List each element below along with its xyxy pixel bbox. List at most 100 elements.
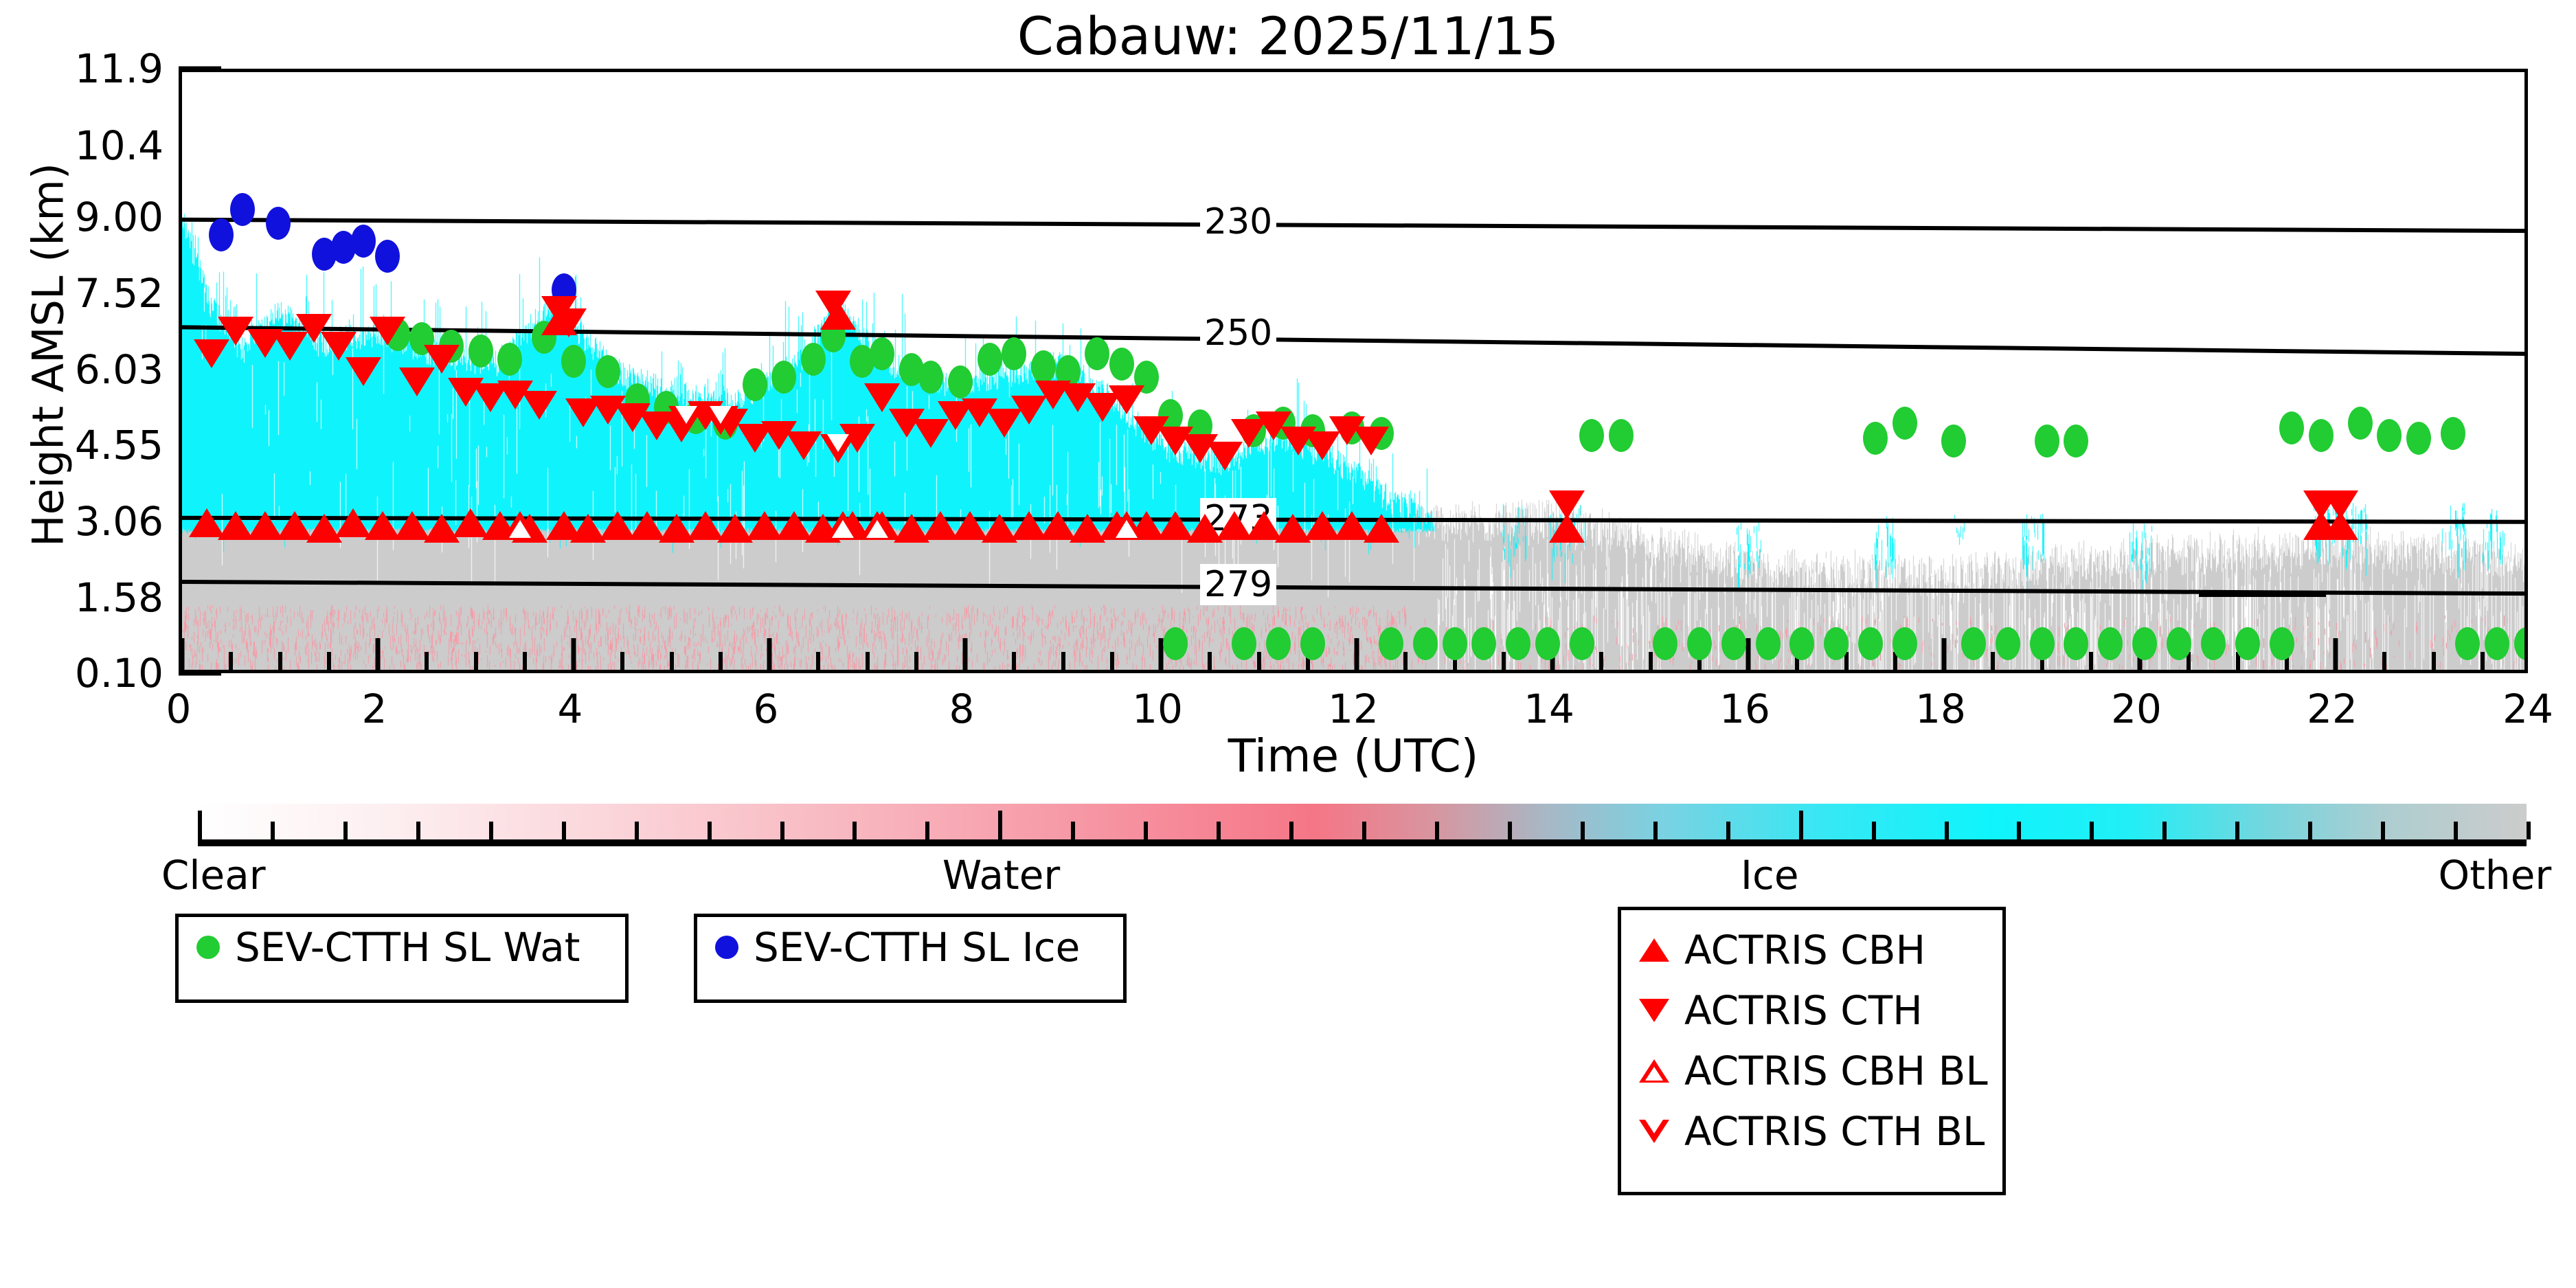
data-point-actris-cbh-bl xyxy=(859,511,895,540)
data-point-sev-ctth-sl-wat xyxy=(1378,626,1403,660)
x-axis-tick-label: 6 xyxy=(753,686,779,732)
y-axis-tick-label: 6.03 xyxy=(74,346,163,393)
x-axis-minor-tick xyxy=(2235,652,2240,670)
isotherm-label: 279 xyxy=(1200,563,1277,605)
x-axis-minor-tick xyxy=(1501,652,1506,670)
colorbar-tick xyxy=(2308,822,2313,839)
x-axis-tick-mark xyxy=(1354,638,1359,670)
blue-circle-icon xyxy=(715,936,738,959)
legend-sev-ctth-sl-ice[interactable]: SEV-CTTH SL Ice xyxy=(694,914,1127,1003)
data-point-sev-ctth-sl-wat xyxy=(742,368,767,401)
x-axis-minor-tick xyxy=(1403,652,1408,670)
legend-item: SEV-CTTH SL Wat xyxy=(179,917,625,978)
data-point-sev-ctth-sl-wat xyxy=(1163,626,1188,660)
data-point-actris-cth xyxy=(321,331,357,361)
x-axis-minor-tick xyxy=(1599,652,1604,670)
data-point-actris-cth-bl xyxy=(820,434,856,464)
data-point-sev-ctth-sl-wat xyxy=(1721,626,1746,660)
colorbar-tick xyxy=(2162,822,2167,839)
x-axis-minor-tick xyxy=(2040,652,2044,670)
data-point-sev-ctth-sl-ice xyxy=(375,240,400,273)
colorbar-baseline xyxy=(198,839,2527,846)
data-point-sev-ctth-sl-wat xyxy=(1858,626,1884,660)
x-axis-minor-tick xyxy=(2480,652,2485,670)
data-point-actris-cth xyxy=(785,431,822,461)
data-point-sev-ctth-sl-wat xyxy=(1300,626,1325,660)
data-point-sev-ctth-sl-wat xyxy=(1686,626,1712,660)
colorbar-tick xyxy=(1289,822,1294,839)
x-axis-minor-tick xyxy=(425,652,429,670)
legend-sev-ctth-sl-wat[interactable]: SEV-CTTH SL Wat xyxy=(175,914,629,1003)
legend-actris[interactable]: ACTRIS CBH ACTRIS CTH ACTRIS CBH BL ACTR… xyxy=(1618,907,2006,1195)
colorbar-tick xyxy=(852,822,857,839)
data-point-sev-ctth-sl-wat xyxy=(1535,626,1560,660)
legend-label: SEV-CTTH SL Wat xyxy=(235,924,580,971)
y-axis-tick-label: 4.55 xyxy=(74,422,163,469)
y-axis-minor-tick xyxy=(179,671,202,675)
data-point-sev-ctth-sl-wat xyxy=(1961,626,1986,660)
data-point-sev-ctth-sl-wat xyxy=(595,355,620,389)
colorbar-tick xyxy=(2235,822,2240,839)
x-axis-tick-mark xyxy=(767,638,772,670)
colorbar-tick xyxy=(198,811,202,839)
triangle-down-outline-icon xyxy=(1639,1120,1669,1143)
data-point-sev-ctth-sl-wat xyxy=(1941,424,1967,457)
data-point-actris-cth xyxy=(345,357,381,387)
x-axis-minor-tick xyxy=(2431,652,2436,670)
colorbar-tick xyxy=(1580,822,1585,839)
data-point-sev-ctth-sl-wat xyxy=(2235,626,2260,660)
x-axis-tick-label: 12 xyxy=(1328,686,1379,732)
y-axis-tick-label: 9.00 xyxy=(74,194,163,241)
y-axis-tick-label: 11.9 xyxy=(74,45,163,92)
x-axis-minor-tick xyxy=(1109,652,1114,670)
x-axis-tick-mark xyxy=(962,638,968,670)
isotherm-230 xyxy=(182,217,2524,234)
data-point-actris-cth xyxy=(1353,426,1390,455)
x-axis-minor-tick xyxy=(473,652,478,670)
x-axis-minor-tick xyxy=(278,652,282,670)
x-axis-minor-tick xyxy=(1256,652,1261,670)
y-axis-tick-label: 10.4 xyxy=(74,122,163,169)
x-axis-tick-mark xyxy=(1158,638,1164,670)
x-axis-tick-label: 22 xyxy=(2307,686,2358,732)
data-point-sev-ctth-sl-ice xyxy=(230,192,256,226)
data-point-actris-cbh xyxy=(1363,513,1399,543)
legend-item-actris-cbh: ACTRIS CBH xyxy=(1621,920,2002,980)
colorbar-label: Other xyxy=(2438,852,2552,899)
isotherm-279 xyxy=(182,580,2524,596)
data-point-sev-ctth-sl-wat xyxy=(869,337,894,371)
data-point-sev-ctth-sl-wat xyxy=(1608,419,1634,453)
x-axis-minor-tick xyxy=(865,652,870,670)
data-point-sev-ctth-sl-wat xyxy=(2098,626,2123,660)
data-point-sev-ctth-sl-ice xyxy=(209,218,234,252)
data-point-sev-ctth-sl-wat xyxy=(1863,422,1888,455)
data-point-actris-cth xyxy=(423,344,460,374)
x-axis-tick-label: 20 xyxy=(2111,686,2162,732)
legend-label: ACTRIS CBH BL xyxy=(1684,1048,1988,1094)
data-point-sev-ctth-sl-wat xyxy=(2455,626,2481,660)
colorbar-label: Ice xyxy=(1740,852,1799,899)
colorbar-tick xyxy=(2527,822,2531,839)
legend-item: SEV-CTTH SL Ice xyxy=(697,917,1123,978)
data-point-sev-ctth-sl-wat xyxy=(918,360,944,394)
x-axis-minor-tick xyxy=(2088,652,2093,670)
x-axis-label: Time (UTC) xyxy=(1228,730,1479,782)
isotherm-label: 250 xyxy=(1200,312,1277,354)
data-point-sev-ctth-sl-wat xyxy=(497,342,523,376)
colorbar-tick xyxy=(1871,822,1876,839)
legend-label: ACTRIS CTH xyxy=(1684,987,1923,1034)
x-axis-minor-tick xyxy=(229,652,234,670)
data-point-sev-ctth-sl-wat xyxy=(2406,422,2432,455)
page-title: Cabauw: 2025/11/15 xyxy=(1017,5,1559,67)
colorbar-tick xyxy=(1944,822,1949,839)
data-point-sev-ctth-sl-wat xyxy=(1002,337,1027,371)
x-axis-minor-tick xyxy=(1795,652,1800,670)
data-point-sev-ctth-sl-wat xyxy=(1085,337,1110,371)
legend-item-actris-cth: ACTRIS CTH xyxy=(1621,980,2002,1041)
x-axis-tick-mark xyxy=(571,638,576,670)
x-axis-tick-label: 14 xyxy=(1524,686,1574,732)
colorbar-tick xyxy=(2454,822,2459,839)
y-axis-tick-label: 1.58 xyxy=(74,574,163,621)
data-point-sev-ctth-sl-wat xyxy=(2167,626,2191,660)
